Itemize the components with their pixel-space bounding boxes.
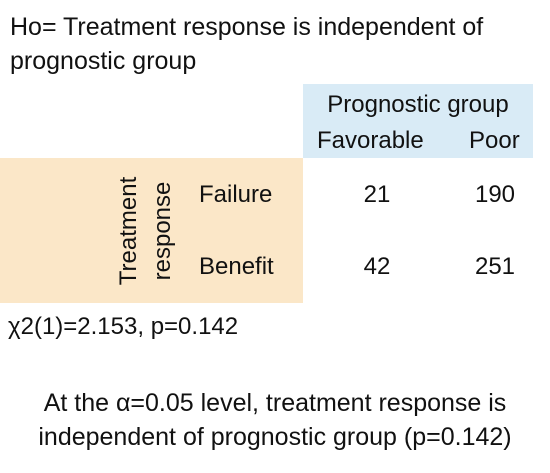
- column-header-poor: Poor: [469, 127, 520, 154]
- row-group-label-line1-wrap: Treatment: [112, 158, 146, 303]
- row-label-failure: Failure: [199, 181, 273, 208]
- row-label-benefit: Benefit: [199, 253, 274, 280]
- cell-benefit-favorable: 42: [363, 253, 391, 280]
- row-group-label-line2: response: [149, 181, 176, 280]
- cell-failure-poor: 190: [474, 181, 516, 208]
- cell-failure-favorable: 21: [363, 181, 391, 208]
- null-hypothesis: Ho= Treatment response is independent of…: [10, 13, 484, 75]
- column-header-favorable: Favorable: [317, 127, 424, 154]
- conclusion-line2: independent of prognostic group (p=0.142…: [38, 423, 512, 451]
- row-group-label-line2-wrap: response: [146, 158, 180, 303]
- column-group-label: Prognostic group: [327, 91, 509, 118]
- conclusion: At the α=0.05 level, treatment response …: [0, 386, 550, 454]
- chi-square-result: χ2(1)=2.153, p=0.142: [8, 313, 239, 340]
- column-header-block: Prognostic group Favorable Poor: [303, 84, 533, 158]
- conclusion-line1: At the α=0.05 level, treatment response …: [43, 389, 507, 417]
- row-group-label-line1: Treatment: [115, 176, 142, 285]
- row-header-block: Treatment response Failure Benefit: [0, 158, 303, 303]
- cell-benefit-poor: 251: [474, 253, 516, 280]
